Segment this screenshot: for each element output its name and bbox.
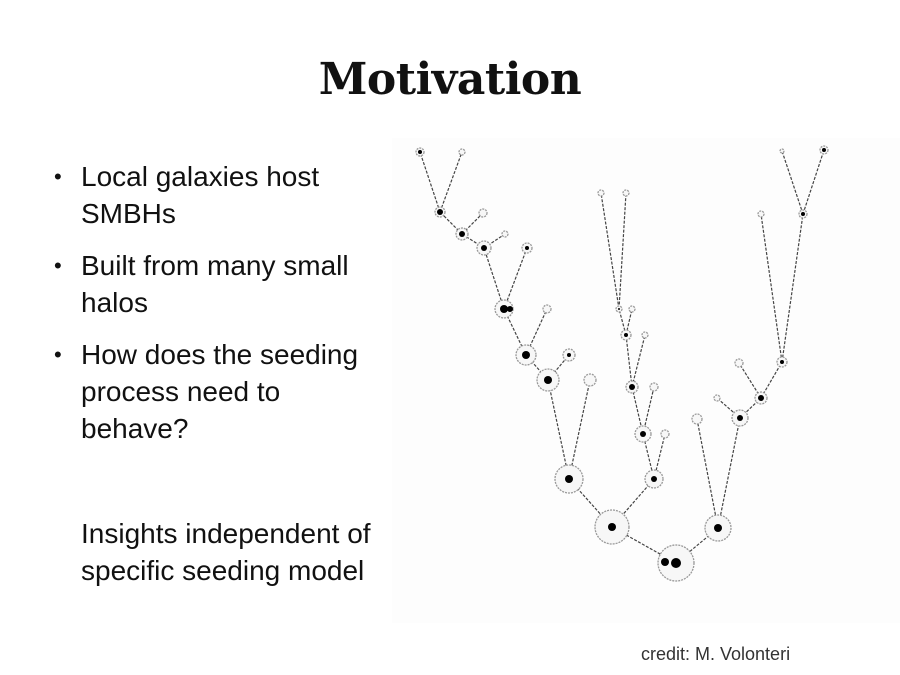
tree-branch	[781, 213, 804, 363]
tree-branch	[419, 151, 441, 213]
black-hole-dot	[481, 245, 487, 251]
tree-branch	[631, 334, 646, 388]
tree-branch	[760, 213, 783, 363]
halo-node	[713, 394, 721, 402]
halo-node	[691, 413, 703, 425]
black-hole-dot	[618, 308, 620, 310]
halo-node	[641, 331, 649, 339]
tree-branch	[547, 379, 570, 480]
bullet-item: • How does the seeding process need to be…	[54, 336, 394, 447]
black-hole-dot	[780, 360, 784, 364]
halo-node	[583, 373, 597, 387]
bullet-dot-icon: •	[54, 164, 62, 189]
merger-tree-diagram	[392, 138, 900, 623]
halo-node	[649, 382, 659, 392]
black-hole-dot	[500, 305, 508, 313]
black-hole-dot	[459, 231, 465, 237]
tree-branch	[653, 433, 666, 480]
tree-branch	[631, 386, 644, 435]
black-hole-dot	[567, 353, 571, 357]
tree-branch	[802, 149, 825, 215]
black-hole-dot	[507, 306, 513, 312]
merger-tree-svg	[415, 145, 829, 582]
black-hole-dot	[418, 150, 422, 154]
black-hole-dot	[801, 212, 805, 216]
black-hole-dot	[629, 384, 635, 390]
insight-text: Insights independent of specific seeding…	[81, 518, 371, 586]
halo-node	[542, 304, 552, 314]
bullet-text: How does the seeding process need to beh…	[81, 339, 359, 444]
tree-branch	[781, 150, 804, 215]
bullet-list: • Local galaxies host SMBHs • Built from m…	[54, 158, 394, 462]
tree-branch	[760, 361, 783, 399]
black-hole-dot	[651, 476, 657, 482]
bullet-text: Built from many small halos	[81, 250, 349, 318]
black-hole-dot	[522, 351, 530, 359]
black-hole-dot	[608, 523, 616, 531]
black-hole-dot	[640, 431, 646, 437]
halo-node	[734, 358, 744, 368]
tree-branch	[642, 386, 655, 435]
halo-node	[458, 148, 466, 156]
halo-node	[660, 429, 670, 439]
tree-branch	[696, 418, 719, 529]
black-hole-dot	[565, 475, 573, 483]
tree-branch	[625, 334, 633, 388]
tree-branch	[717, 417, 741, 529]
tree-branch	[439, 151, 463, 213]
tree-branch	[483, 247, 505, 310]
image-credit: credit: M. Volonteri	[641, 644, 791, 664]
tree-branch	[738, 362, 762, 399]
black-hole-dot	[661, 558, 669, 566]
bullet-text: Local galaxies host SMBHs	[81, 161, 320, 229]
black-hole-dot	[671, 558, 681, 568]
tree-branch	[503, 247, 528, 310]
halo-node	[478, 208, 488, 218]
bullet-item: • Local galaxies host SMBHs	[54, 158, 394, 232]
black-hole-dot	[544, 376, 552, 384]
bullet-dot-icon: •	[54, 342, 62, 367]
halo-node	[779, 148, 785, 154]
bullet-item: • Built from many small halos	[54, 247, 394, 321]
black-hole-dot	[737, 415, 743, 421]
black-hole-dot	[758, 395, 764, 401]
tree-branch	[568, 379, 591, 480]
tree-branch	[525, 308, 548, 356]
halo-node	[628, 305, 636, 313]
bullet-dot-icon: •	[54, 253, 62, 278]
halo-node	[622, 189, 630, 197]
halo-node	[597, 189, 605, 197]
black-hole-dot	[624, 333, 628, 337]
tree-branch	[600, 192, 620, 310]
tree-branch	[618, 192, 627, 310]
black-hole-dot	[525, 246, 529, 250]
halo-node	[501, 230, 509, 238]
slide-title: Motivation	[318, 54, 582, 105]
black-hole-dot	[714, 524, 722, 532]
black-hole-dot	[822, 148, 826, 152]
black-hole-dot	[437, 209, 443, 215]
halo-node	[757, 210, 765, 218]
